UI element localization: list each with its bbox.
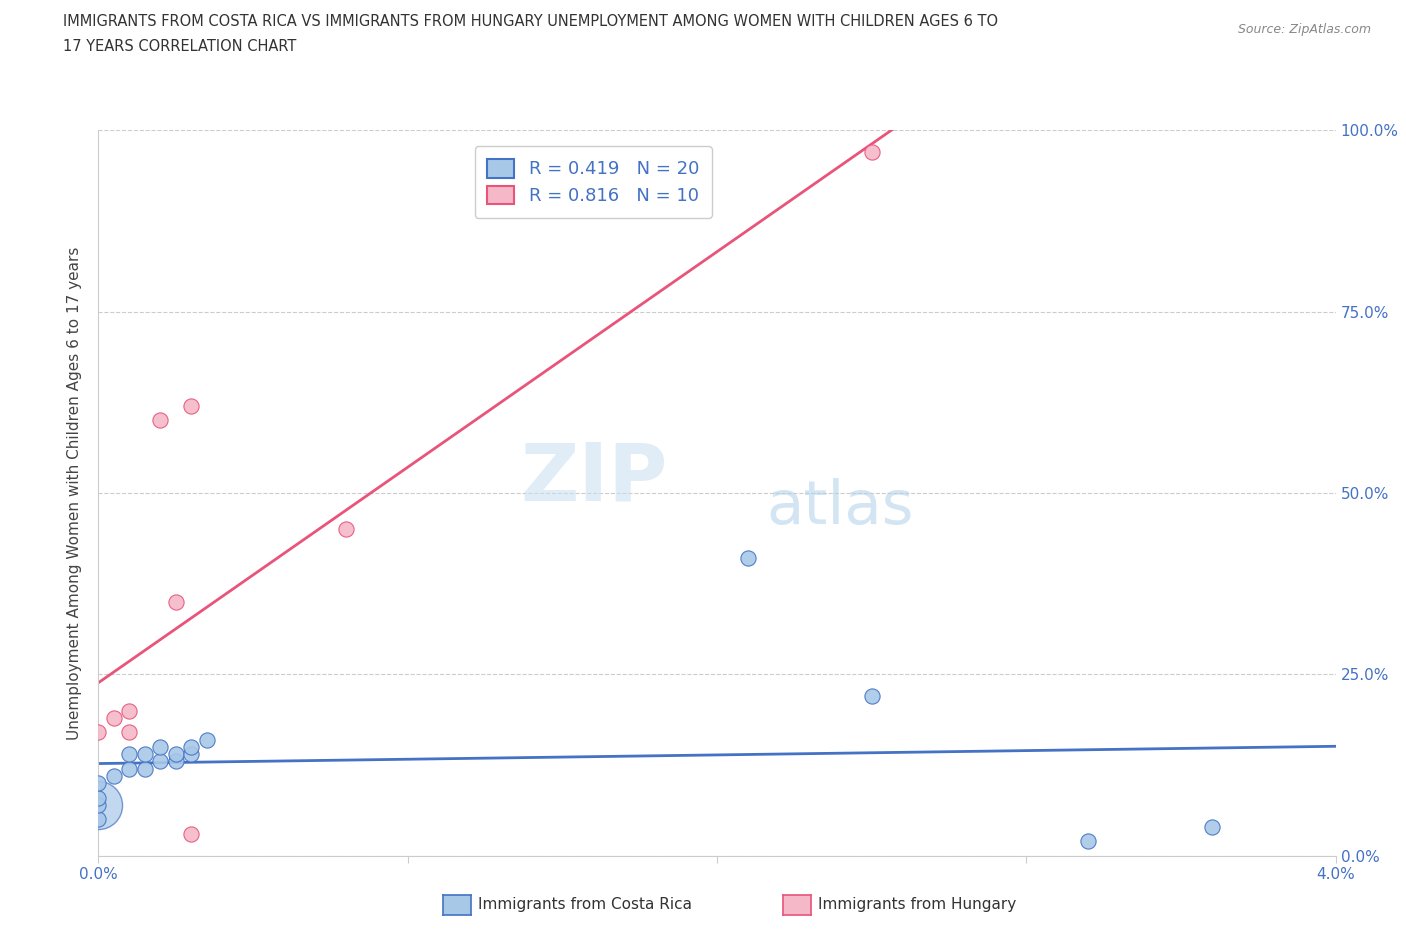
Point xyxy=(149,413,172,428)
Point xyxy=(860,688,883,703)
Text: Source: ZipAtlas.com: Source: ZipAtlas.com xyxy=(1237,23,1371,36)
Point xyxy=(87,776,110,790)
Point xyxy=(1077,833,1099,848)
Point xyxy=(195,732,218,747)
Text: Immigrants from Hungary: Immigrants from Hungary xyxy=(818,897,1017,912)
Point xyxy=(149,754,172,769)
Point xyxy=(737,551,759,565)
Point xyxy=(118,761,141,776)
Text: 17 YEARS CORRELATION CHART: 17 YEARS CORRELATION CHART xyxy=(63,39,297,54)
Text: IMMIGRANTS FROM COSTA RICA VS IMMIGRANTS FROM HUNGARY UNEMPLOYMENT AMONG WOMEN W: IMMIGRANTS FROM COSTA RICA VS IMMIGRANTS… xyxy=(63,14,998,29)
Point xyxy=(103,711,125,725)
Point xyxy=(118,747,141,762)
Point xyxy=(335,522,357,537)
Point xyxy=(149,739,172,754)
Point xyxy=(87,797,110,812)
Point xyxy=(118,724,141,739)
Point xyxy=(180,398,202,413)
Point xyxy=(103,768,125,783)
Legend: R = 0.419   N = 20, R = 0.816   N = 10: R = 0.419 N = 20, R = 0.816 N = 10 xyxy=(475,147,711,218)
Point xyxy=(165,747,187,762)
Text: Immigrants from Costa Rica: Immigrants from Costa Rica xyxy=(478,897,692,912)
Point xyxy=(118,703,141,718)
Point xyxy=(165,754,187,769)
Point xyxy=(134,761,156,776)
Point xyxy=(180,747,202,762)
Y-axis label: Unemployment Among Women with Children Ages 6 to 17 years: Unemployment Among Women with Children A… xyxy=(67,246,83,739)
Point xyxy=(180,739,202,754)
Text: ZIP: ZIP xyxy=(520,439,668,517)
Point xyxy=(860,144,883,159)
Point xyxy=(1201,819,1223,834)
Point xyxy=(134,747,156,762)
Point xyxy=(87,724,110,739)
Point xyxy=(165,594,187,609)
Point xyxy=(87,790,110,805)
Point xyxy=(87,812,110,827)
Point xyxy=(87,797,110,812)
Point xyxy=(180,827,202,842)
Text: atlas: atlas xyxy=(766,478,914,537)
